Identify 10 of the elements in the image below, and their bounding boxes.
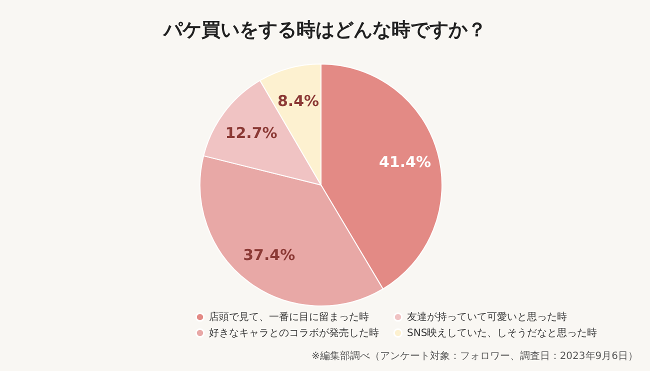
legend-label: 店頭で見て、一番に目に留まった時 xyxy=(209,311,369,324)
data-label: 8.4% xyxy=(277,92,320,110)
data-label: 37.4% xyxy=(243,246,296,264)
text: ※編集部調べ（アンケート対象：フォロワー、調査日：2023年9月6日） xyxy=(311,350,638,362)
legend-label: SNS映えしていた、しそうだなと思った時 xyxy=(407,327,598,339)
chart-title: パケ買いをする時はどんな時ですか？ xyxy=(162,19,486,41)
data-label: 12.7% xyxy=(225,124,278,142)
legend-label: 好きなキャラとのコラボが発売した時 xyxy=(209,327,379,339)
legend-label: 友達が持っていて可愛いと思った時 xyxy=(407,311,567,324)
data-label: 41.4% xyxy=(378,152,432,171)
